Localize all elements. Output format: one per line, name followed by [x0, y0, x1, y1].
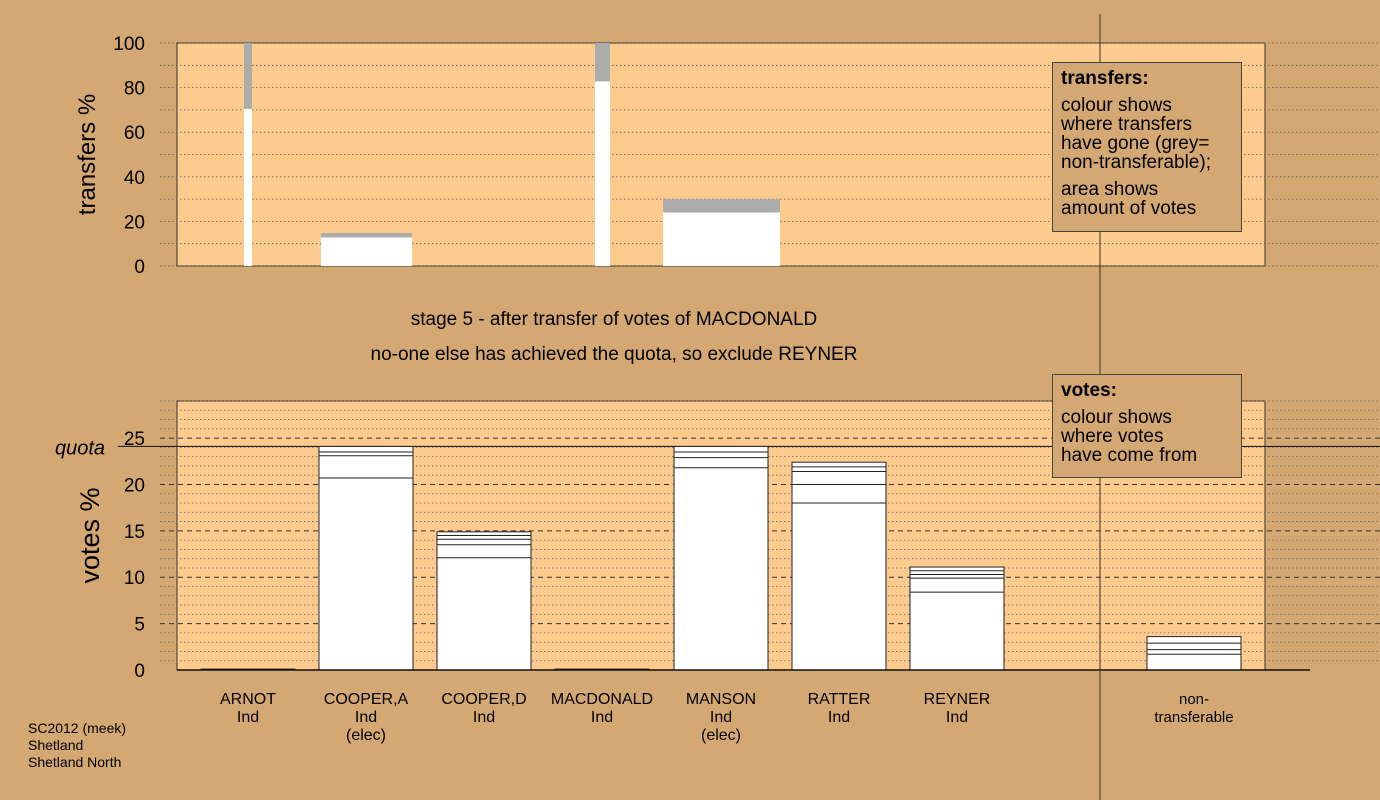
votes-y-tick-label: 5 [134, 615, 145, 636]
footer-line: Shetland North [28, 754, 122, 770]
category-label: REYNER [924, 691, 991, 708]
transfers-y-tick-label: 0 [134, 257, 145, 278]
transfer-bar-grey [321, 232, 412, 238]
transfers-legend-line: area shows [1061, 179, 1159, 200]
votes-y-tick-label: 15 [124, 522, 145, 543]
footer-source: SC2012 (meek) Shetland Shetland North [28, 720, 126, 771]
transfer-bar-white [595, 81, 610, 266]
transfer-bar-grey [595, 43, 610, 82]
transfers-y-tick-label: 40 [124, 168, 145, 189]
category-party: transferable [1154, 709, 1233, 726]
footer-line: Shetland [28, 737, 84, 753]
category-status: (elec) [346, 727, 386, 744]
category-party: Ind [355, 709, 377, 726]
votes-legend-line: colour shows [1061, 407, 1172, 428]
transfers-legend-line: non-transferable); [1061, 152, 1211, 173]
category-party: Ind [710, 709, 732, 726]
votes-legend-line: have come from [1061, 445, 1198, 466]
category-label: COOPER,A [324, 691, 409, 708]
votes-legend-line: where votes [1061, 426, 1164, 447]
vote-bar [791, 461, 887, 671]
transfer-bar-grey [663, 199, 780, 213]
votes-y-tick-label: 10 [124, 568, 145, 589]
category-label: non- [1179, 691, 1209, 708]
votes-y-axis-label: votes % [75, 487, 105, 583]
stage-subtitle: no-one else has achieved the quota, so e… [370, 344, 858, 365]
category-label: COOPER,D [441, 691, 526, 708]
category-party: Ind [237, 709, 259, 726]
category-label: MACDONALD [551, 691, 653, 708]
votes-y-tick-label: 20 [124, 475, 145, 496]
transfers-y-tick-label: 80 [124, 79, 145, 100]
transfers-legend-title: transfers: [1061, 68, 1149, 89]
transfers-y-tick-label: 60 [124, 123, 145, 144]
category-label: MANSON [686, 691, 756, 708]
vote-bar [909, 566, 1005, 671]
transfer-bar-white [663, 212, 780, 266]
transfers-legend-line: colour shows [1061, 95, 1172, 116]
vote-bar [673, 445, 769, 671]
transfers-y-tick-label: 100 [113, 34, 145, 55]
category-party: Ind [473, 709, 495, 726]
transfer-bar-grey [244, 43, 252, 109]
category-status: (elec) [701, 727, 741, 744]
vote-bar [318, 445, 414, 671]
transfers-legend-line: amount of votes [1061, 198, 1197, 219]
transfers-legend-line: where transfers [1061, 114, 1192, 135]
transfers-y-axis-label: transfers % [74, 94, 101, 215]
transfer-bar-white [321, 237, 412, 266]
footer-line: SC2012 (meek) [28, 720, 127, 736]
category-party: Ind [828, 709, 850, 726]
transfers-legend: transfers: colour shows where transfers … [1052, 62, 1242, 232]
vote-bar [1146, 636, 1242, 671]
transfer-bar-white [244, 108, 252, 266]
transfers-y-tick-label: 20 [124, 212, 145, 233]
votes-legend: votes: colour shows where votes have com… [1052, 374, 1242, 478]
category-party: Ind [946, 709, 968, 726]
category-label: RATTER [808, 691, 871, 708]
votes-y-tick-label: 25 [124, 429, 145, 450]
votes-y-tick-label: 0 [134, 661, 145, 682]
category-party: Ind [591, 709, 613, 726]
stage-title: stage 5 - after transfer of votes of MAC… [410, 309, 818, 330]
quota-label: quota [55, 437, 105, 459]
category-label: ARNOT [220, 691, 276, 708]
transfers-legend-line: have gone (grey= [1061, 133, 1210, 154]
vote-bar [436, 531, 532, 671]
votes-legend-title: votes: [1061, 380, 1117, 401]
